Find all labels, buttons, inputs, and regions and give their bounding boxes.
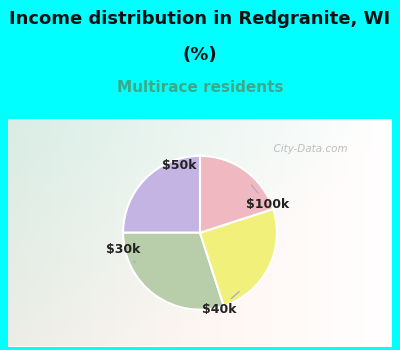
Wedge shape	[200, 156, 273, 233]
Wedge shape	[200, 209, 277, 306]
Wedge shape	[123, 156, 200, 233]
Text: Multirace residents: Multirace residents	[117, 80, 283, 96]
Text: $40k: $40k	[202, 292, 239, 316]
Text: $100k: $100k	[246, 185, 289, 211]
Text: Income distribution in Redgranite, WI: Income distribution in Redgranite, WI	[10, 10, 390, 28]
Text: (%): (%)	[183, 46, 217, 63]
Text: City-Data.com: City-Data.com	[267, 144, 348, 154]
Text: $30k: $30k	[106, 243, 140, 262]
Wedge shape	[123, 233, 224, 310]
Text: $50k: $50k	[162, 159, 197, 172]
